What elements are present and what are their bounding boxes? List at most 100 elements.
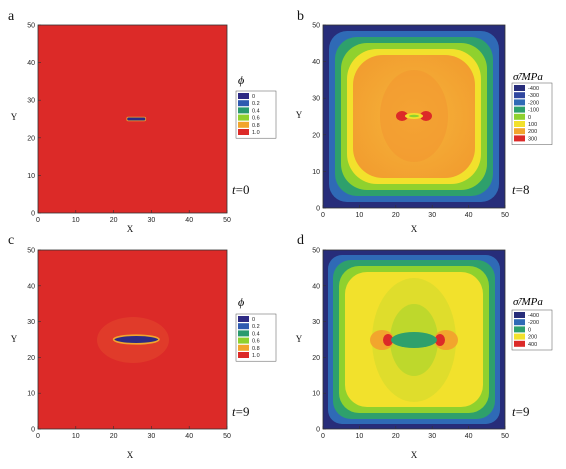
colorbar-title: σ̃/MPa (513, 71, 543, 83)
x-tick-label: 50 (223, 433, 231, 440)
y-tick-label: 0 (31, 427, 35, 434)
x-tick-label: 10 (72, 433, 80, 440)
colorbar-level-label: 300 (528, 136, 537, 142)
colorbar-level-label: 1.0 (252, 353, 260, 359)
watermark: 知乎 @李剑 (462, 440, 526, 455)
colorbar-swatch (238, 337, 249, 344)
heatmap-field (323, 250, 505, 429)
colorbar-swatch (514, 135, 525, 142)
panel-d: d 0 10 20 30 40 50 0 10 20 30 40 50 X Y σ̃/MPa -400… (296, 233, 553, 460)
colorbar-level-label: 200 (528, 129, 537, 135)
time-value: =8 (516, 182, 530, 197)
colorbar-swatch (238, 107, 249, 114)
colorbar-title: ϕ (238, 295, 244, 309)
colorbar-swatch (514, 312, 525, 318)
x-tick-label: 50 (223, 217, 231, 224)
y-tick-label: 40 (27, 283, 35, 290)
crack-region (126, 116, 147, 122)
plot-frame (322, 24, 506, 209)
colorbar-swatch (514, 92, 525, 99)
colorbar-level-label: -200 (528, 320, 539, 326)
colorbar-swatch (238, 344, 249, 351)
colorbar-swatch (514, 319, 525, 326)
time-value: =9 (236, 404, 250, 419)
colorbar-level-label: 0.8 (252, 123, 260, 129)
y-axis-label: Y (11, 112, 18, 122)
colorbar-title: σ̃/MPa (513, 296, 543, 308)
colorbar-level-label: 0.4 (252, 108, 260, 114)
panel-label: c (8, 233, 14, 248)
colorbar-level-label: -200 (528, 100, 539, 106)
axis-ticks: 0 10 20 30 40 50 0 10 20 30 40 50 (312, 248, 509, 441)
colorbar-level-label: 0 (252, 94, 255, 100)
colorbar-swatch (238, 93, 249, 99)
colorbar-swatch (514, 128, 525, 135)
time-symbol: t (232, 182, 236, 197)
colorbar-level-label: 0 (528, 327, 531, 333)
y-tick-label: 20 (312, 132, 320, 139)
time-label: t=0 (232, 182, 249, 197)
colorbar-level-label: 1.0 (252, 130, 260, 136)
panel-b: b 0 10 20 30 40 50 0 10 20 30 40 50 X Y σ̃/MPa -400… (296, 9, 553, 234)
y-axis-label: Y (296, 334, 303, 344)
y-tick-label: 10 (312, 169, 320, 176)
y-tick-label: 40 (312, 283, 320, 290)
x-tick-label: 10 (72, 217, 80, 224)
colorbar-level-label: -400 (528, 313, 539, 319)
time-label: t=9 (232, 404, 249, 419)
x-tick-label: 0 (321, 433, 325, 440)
colorbar-swatch (514, 333, 525, 340)
x-tick-label: 30 (428, 212, 436, 219)
axis-ticks: 0 10 20 30 40 50 0 10 20 30 40 50 (27, 248, 231, 441)
y-tick-label: 20 (27, 355, 35, 362)
axis-ticks: 0 10 20 30 40 50 0 10 20 30 40 50 (27, 23, 231, 225)
panel-label: a (8, 9, 15, 24)
colorbar-swatch (514, 113, 525, 120)
x-tick-label: 30 (148, 433, 156, 440)
x-axis-label: X (411, 224, 418, 234)
time-symbol: t (512, 182, 516, 197)
panel-label: b (297, 9, 304, 24)
colorbar-swatch (514, 85, 525, 91)
y-tick-label: 0 (316, 427, 320, 434)
colorbar-level-label: 0.4 (252, 331, 260, 337)
time-label: t=9 (512, 404, 529, 419)
colorbar-level-label: 0.2 (252, 324, 260, 330)
y-tick-label: 0 (31, 211, 35, 218)
x-tick-label: 0 (321, 212, 325, 219)
y-tick-label: 30 (27, 319, 35, 326)
y-tick-label: 10 (312, 391, 320, 398)
x-tick-label: 50 (501, 212, 509, 219)
colorbar-swatch (514, 106, 525, 113)
colorbar-swatch (238, 330, 249, 337)
x-tick-label: 30 (428, 433, 436, 440)
y-axis-label: Y (11, 334, 18, 344)
colorbar-level-label: 0 (528, 115, 531, 121)
colorbar-swatch (514, 340, 525, 347)
x-tick-label: 40 (465, 433, 473, 440)
colorbar-swatch (238, 114, 249, 121)
colorbar-level-label: 0.2 (252, 101, 260, 107)
x-tick-label: 0 (36, 217, 40, 224)
y-tick-label: 50 (27, 23, 35, 30)
time-symbol: t (512, 404, 516, 419)
plot-frame (37, 24, 228, 214)
time-value: =9 (516, 404, 530, 419)
time-symbol: t (232, 404, 236, 419)
plot-frame (37, 249, 228, 430)
y-tick-label: 40 (27, 60, 35, 67)
x-axis-label: X (127, 450, 134, 460)
x-tick-label: 30 (148, 217, 156, 224)
x-tick-label: 50 (501, 433, 509, 440)
colorbar-level-label: 0.6 (252, 116, 260, 122)
colorbar-level-label: 0.8 (252, 346, 260, 352)
colorbar-level-label: 100 (528, 122, 537, 128)
y-tick-label: 20 (312, 355, 320, 362)
y-tick-label: 50 (312, 23, 320, 30)
axis-ticks: 0 10 20 30 40 50 0 10 20 30 40 50 (312, 23, 509, 220)
y-axis-label: Y (296, 110, 303, 120)
x-tick-label: 20 (110, 217, 118, 224)
